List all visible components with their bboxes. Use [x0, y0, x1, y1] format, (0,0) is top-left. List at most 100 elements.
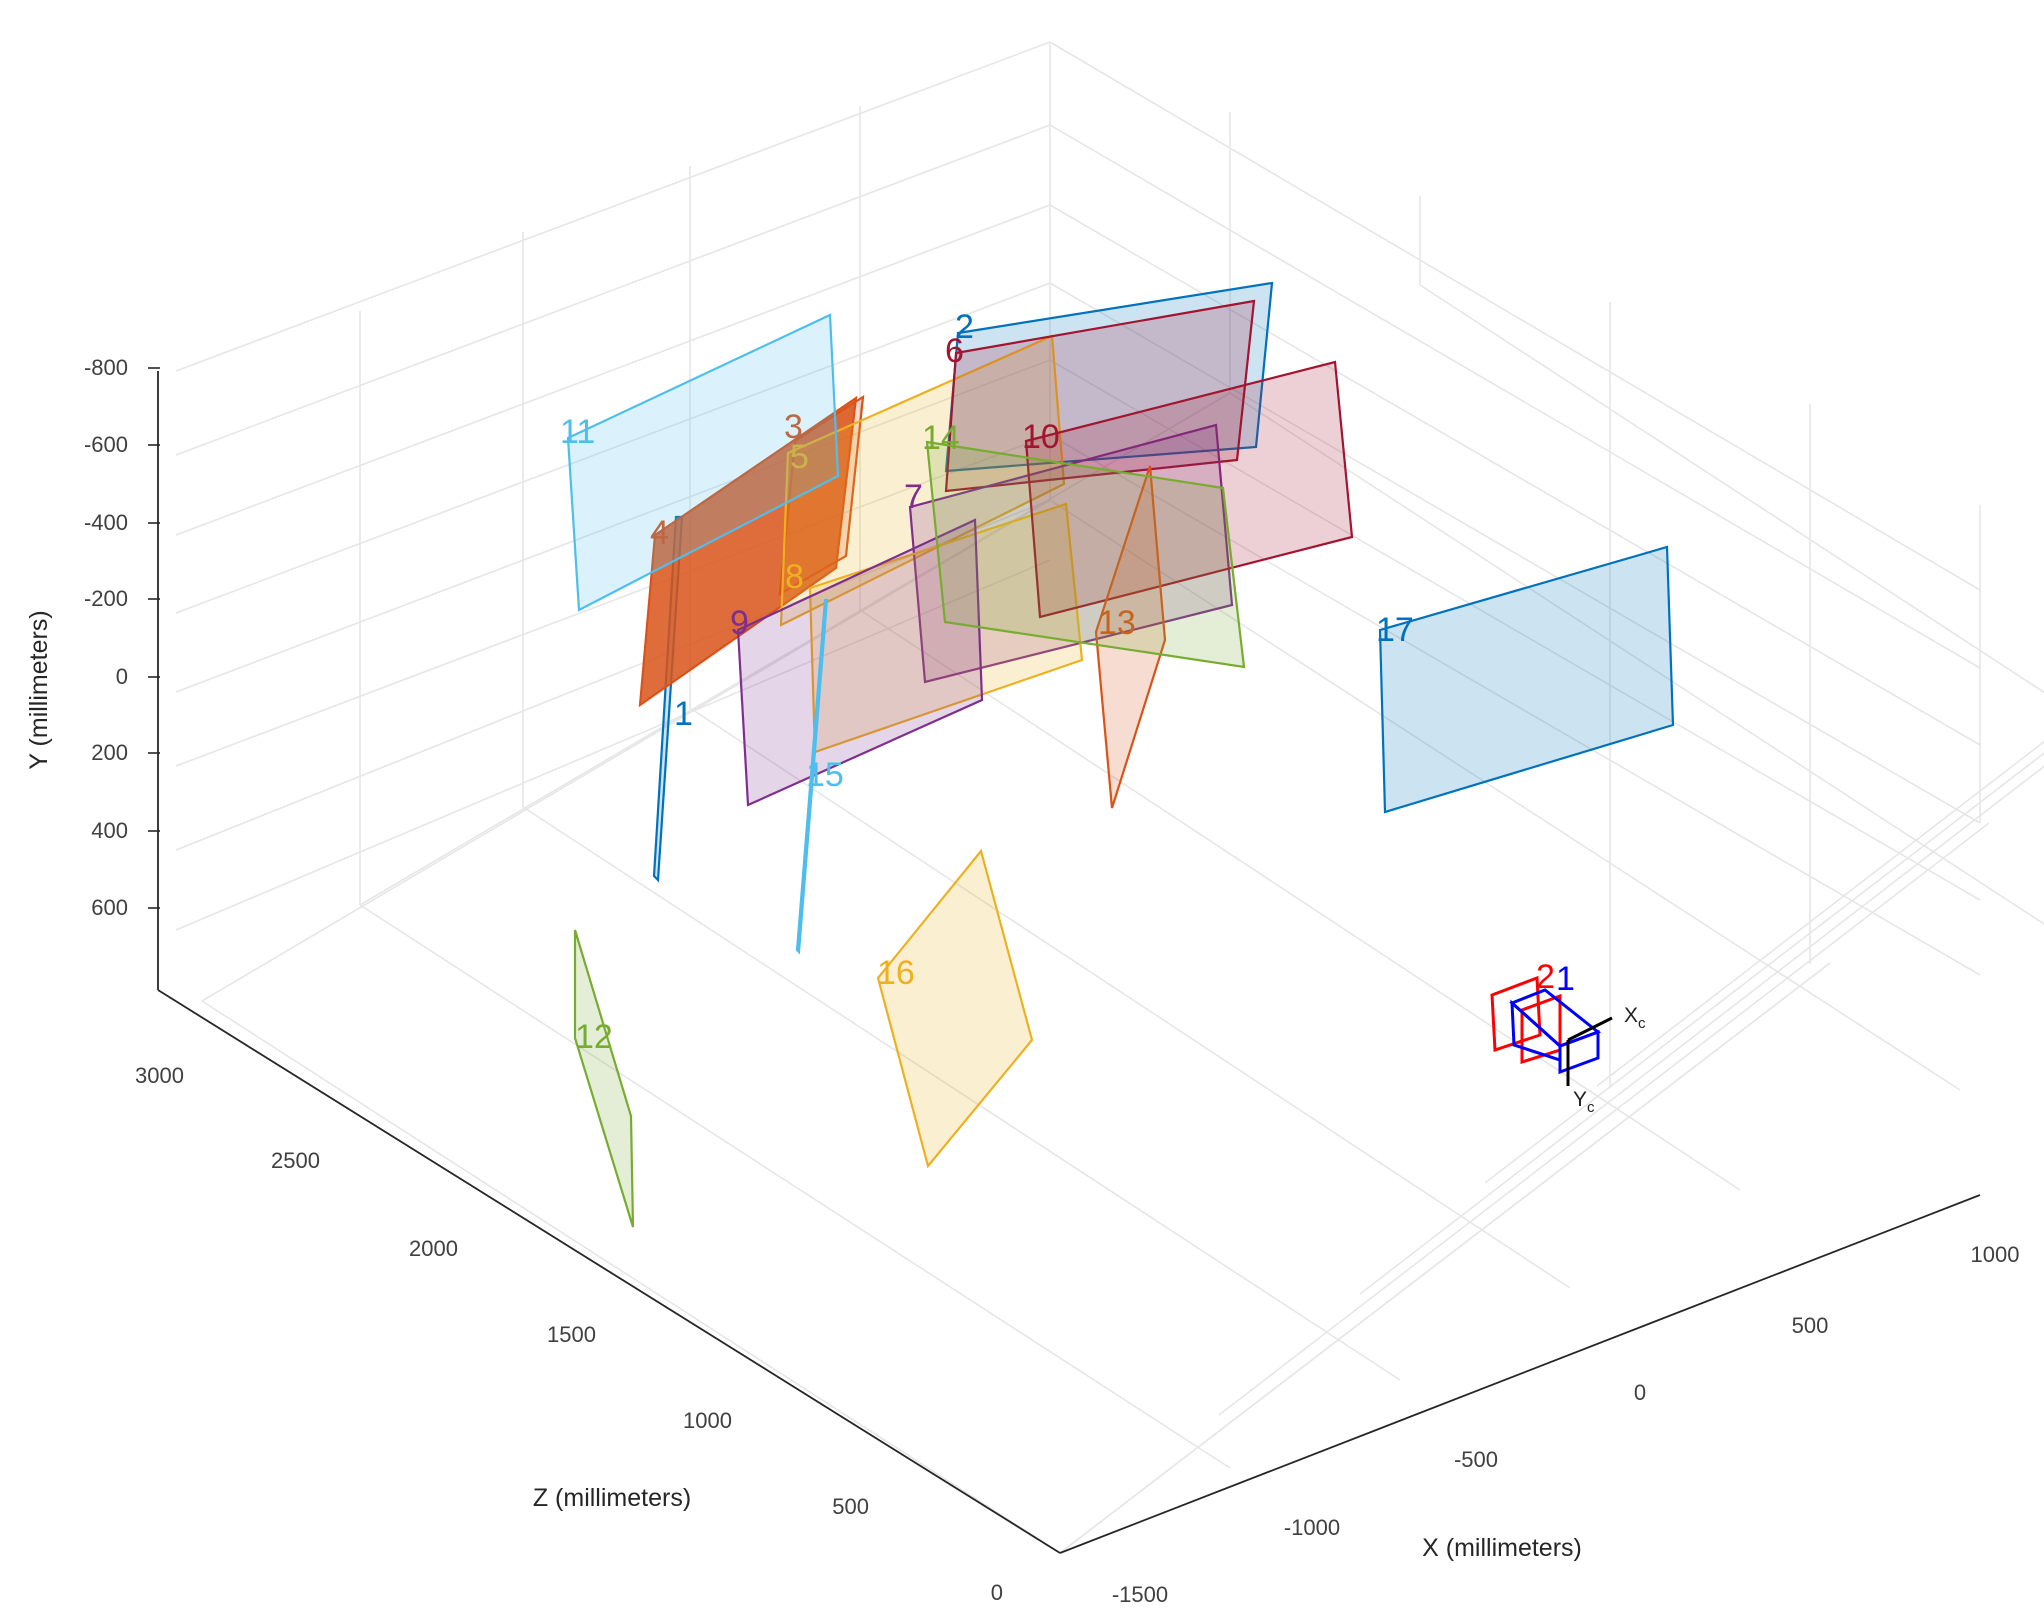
checkerboard-15: 15: [795, 598, 844, 955]
grid-line: [1049, 41, 1981, 591]
grid-line: [175, 282, 1051, 614]
checkerboard-plane: [566, 313, 840, 612]
grid-line: [201, 499, 1051, 1002]
y-tick-label: 600: [91, 895, 128, 920]
z-tick-label: 2500: [271, 1148, 320, 1173]
checkerboard-label: 1: [674, 695, 693, 733]
grid-line: [175, 499, 1051, 851]
checkerboard-label: 10: [1022, 418, 1060, 456]
camera-marker-label: 1: [1556, 960, 1575, 998]
z-tick-label: 1000: [683, 1408, 732, 1433]
grid-line: [175, 204, 1051, 536]
checkerboard-11: 11: [560, 313, 840, 612]
grid-line: [175, 434, 1051, 767]
camera-x-axis: [1567, 1016, 1613, 1042]
grid-line: [1049, 124, 1981, 669]
y-tick-label: -400: [84, 510, 128, 535]
grid-line: [1049, 204, 1981, 746]
checkerboard-plane: [1094, 465, 1167, 809]
checkerboard-10: 10: [1022, 360, 1354, 619]
checkerboard-plane: [779, 334, 1066, 627]
grid-line: [1049, 282, 1981, 824]
checkerboard-label: 17: [1376, 611, 1414, 649]
grid-line: [1229, 392, 2044, 925]
axis-lines: [157, 371, 1981, 1554]
grid-line: [522, 806, 1401, 1381]
x-tick-label: 500: [1792, 1313, 1829, 1338]
x-tick-label: -1500: [1112, 1582, 1168, 1607]
axis-labels: Y (millimeters) Z (millimeters) X (milli…: [25, 610, 1582, 1562]
grid-line: [1596, 740, 2044, 1087]
grid-line: [175, 559, 1051, 931]
checkerboard-label: 12: [575, 1018, 613, 1056]
grid-line: [1218, 822, 1990, 1416]
grid-line: [689, 707, 1571, 1289]
axis-line: [1059, 1194, 1981, 1554]
grid-line: [175, 41, 1051, 372]
z-tick-label: 1500: [547, 1322, 596, 1347]
checkerboard-4: 4: [638, 395, 858, 708]
y-axis-label: Y (millimeters): [25, 610, 53, 769]
checkerboard-16: 16: [876, 848, 1034, 1169]
checkerboard-plane: [573, 929, 635, 1228]
y-tick-label: 0: [116, 664, 128, 689]
grid-line: [175, 359, 1051, 693]
checkerboard-12: 12: [573, 929, 635, 1228]
y-tick-label: -200: [84, 586, 128, 611]
checkerboard-plane: [736, 518, 984, 807]
y-tick-label: -600: [84, 432, 128, 457]
checkerboard-plane: [795, 598, 829, 955]
grid-line: [1049, 434, 1981, 976]
checkerboard-13: 13: [1094, 465, 1167, 809]
camera-x-label: Xc: [1624, 1004, 1646, 1032]
x-tick-label: 1000: [1971, 1242, 2020, 1267]
y-tick-label: -800: [84, 355, 128, 380]
checkerboard-label: 8: [785, 558, 804, 596]
checkerboard-9: 9: [730, 518, 984, 807]
grid-line: [1484, 752, 2044, 1184]
x-tick-label: 0: [1634, 1380, 1646, 1405]
checkerboard-label: 4: [650, 514, 669, 552]
checkerboard-plane: [1024, 360, 1354, 619]
z-axis-label: Z (millimeters): [533, 1484, 691, 1512]
x-tick-label: -500: [1454, 1447, 1498, 1472]
grid-line: [1049, 499, 1961, 1091]
checkerboard-label: 15: [806, 756, 844, 794]
checkerboard-plane: [1378, 545, 1675, 814]
grid-line: [1059, 962, 1831, 1554]
z-tick-label: 2000: [409, 1236, 458, 1261]
grid-lines: [175, 41, 2044, 1554]
checkerboard-label: 6: [945, 332, 964, 370]
y-tick-label: 200: [91, 740, 128, 765]
camera-frame-red: [1490, 975, 1542, 1053]
camera-marker-label: 2: [1536, 958, 1555, 996]
grid-line: [359, 904, 1231, 1469]
checkerboard-label: 5: [790, 438, 809, 476]
checkerboard-label: 11: [560, 413, 595, 451]
x-tick-label: -1000: [1284, 1515, 1340, 1540]
checkerboard-label: 16: [877, 954, 915, 992]
checkerboard-label: 2: [955, 308, 974, 346]
z-tick-label: 0: [991, 1580, 1003, 1605]
checkerboard-label: 14: [922, 419, 960, 457]
grid-line: [1419, 284, 2044, 694]
z-tick-label: 3000: [135, 1063, 184, 1088]
axis-line: [157, 989, 1061, 1554]
x-axis-label: X (millimeters): [1422, 1534, 1582, 1562]
grid-line: [1359, 765, 2044, 1295]
grid-line: [201, 1000, 1061, 1554]
checkerboard-label: 9: [730, 604, 749, 642]
checkerboard-label: 7: [904, 478, 923, 516]
checkerboard-plane: [638, 395, 858, 708]
tick-labels: -800-600-400-200020040060005001000150020…: [84, 355, 2020, 1607]
checkerboard-label: 13: [1098, 604, 1136, 642]
z-tick-label: 500: [832, 1494, 869, 1519]
y-tick-label: 400: [91, 818, 128, 843]
checkerboard-plane: [876, 848, 1034, 1169]
grid-line: [859, 609, 1741, 1191]
camera-frame-blue: [1558, 1029, 1600, 1075]
checkerboard-17: 17: [1376, 545, 1675, 814]
checkerboard-14: 14: [922, 419, 1246, 669]
